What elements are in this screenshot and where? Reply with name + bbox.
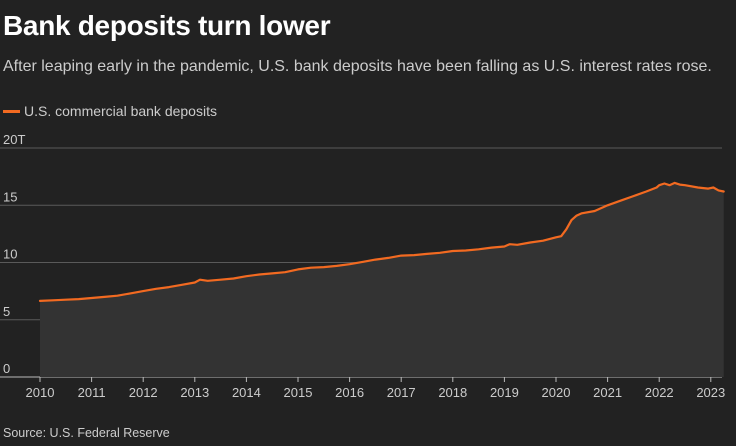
x-tick-label: 2013	[180, 385, 209, 400]
legend-label: U.S. commercial bank deposits	[24, 103, 217, 119]
legend-swatch	[3, 109, 20, 113]
x-tick-label: 2014	[232, 385, 261, 400]
x-tick-label: 2023	[696, 385, 725, 400]
x-tick-label: 2011	[78, 385, 106, 400]
axis-layer: 0 5 10 15 20T 2010 2011 2012 2013 2014 2015 2016 201…	[3, 132, 725, 400]
y-tick-label: 15	[3, 189, 17, 204]
y-tick-label: 5	[3, 304, 10, 319]
x-tick-label: 2016	[335, 385, 364, 400]
x-tick-label: 2020	[542, 385, 571, 400]
x-tick-label: 2022	[645, 385, 674, 400]
x-tick-label: 2015	[284, 385, 313, 400]
x-tick-label: 2017	[387, 385, 416, 400]
y-tick-label: 10	[3, 247, 17, 262]
x-tick-label: 2018	[438, 385, 467, 400]
x-tick-label: 2021	[593, 385, 622, 400]
series-area-fill	[40, 182, 724, 377]
x-tick-label: 2010	[26, 385, 55, 400]
chart-subtitle: After leaping early in the pandemic, U.S…	[3, 58, 712, 75]
area-layer	[40, 182, 724, 377]
y-tick-label: 0	[3, 361, 10, 376]
x-tick-label: 2019	[490, 385, 519, 400]
y-tick-label: 20T	[3, 132, 25, 147]
line-layer	[38, 181, 725, 302]
x-tick-label: 2012	[129, 385, 158, 400]
series-line-deposits	[38, 181, 725, 302]
chart-title: Bank deposits turn lower	[3, 10, 331, 41]
source-note: Source: U.S. Federal Reserve	[3, 426, 170, 440]
legend: U.S. commercial bank deposits	[3, 103, 217, 119]
